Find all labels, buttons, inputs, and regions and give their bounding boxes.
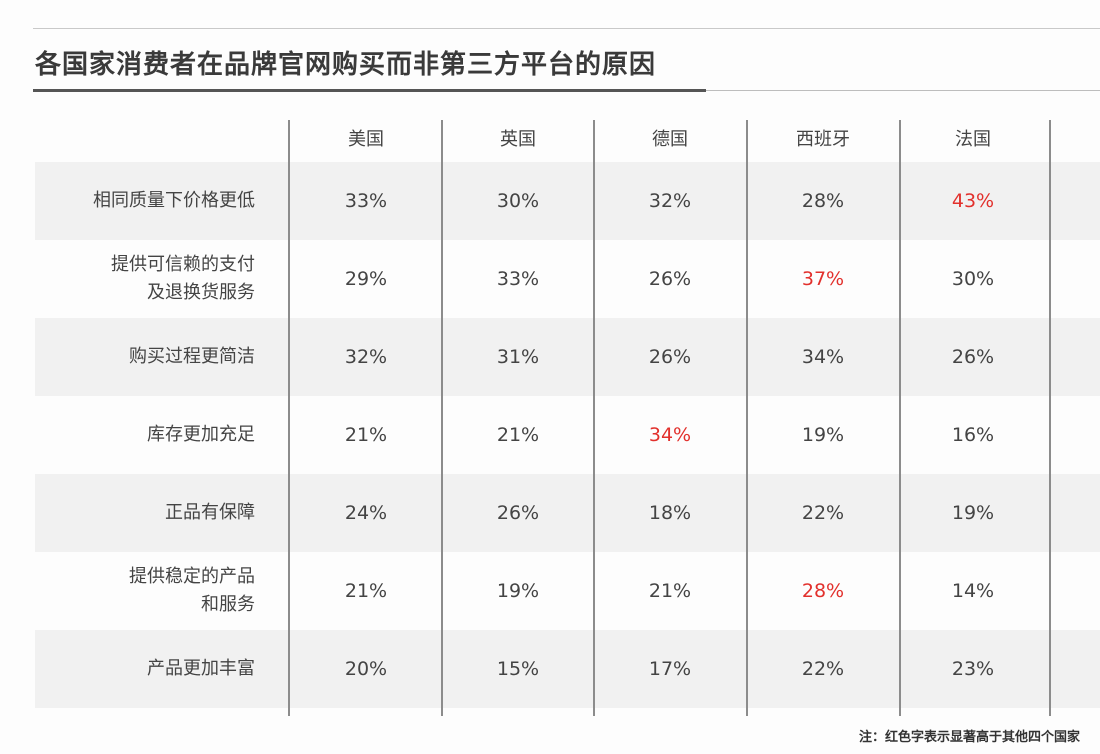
table-cell: 19% — [801, 424, 845, 446]
row-label-line: 提供稳定的产品 — [129, 566, 255, 587]
table-cell: 33% — [496, 268, 540, 290]
column-divider — [441, 120, 443, 716]
column-divider — [899, 120, 901, 716]
table-cell-highlight: 34% — [648, 424, 692, 446]
table-cell: 18% — [648, 502, 692, 524]
row-label: 产品更加丰富 — [40, 630, 255, 708]
row-label-line: 库存更加充足 — [147, 424, 255, 445]
title-underline — [33, 89, 706, 92]
table-cell: 26% — [648, 346, 692, 368]
table-cell: 21% — [496, 424, 540, 446]
row-label-line: 相同质量下价格更低 — [93, 190, 255, 211]
table-cell: 32% — [648, 190, 692, 212]
table-cell: 26% — [648, 268, 692, 290]
row-band — [35, 630, 1100, 708]
row-label: 购买过程更简洁 — [40, 318, 255, 396]
column-divider — [746, 120, 748, 716]
row-label-line: 提供可信赖的支付 — [111, 254, 255, 275]
row-label: 库存更加充足 — [40, 396, 255, 474]
table-cell: 22% — [801, 502, 845, 524]
row-label-line: 购买过程更简洁 — [129, 346, 255, 367]
table-cell: 17% — [648, 658, 692, 680]
table-cell: 21% — [344, 424, 388, 446]
row-label: 提供可信赖的支付及退换货服务 — [40, 240, 255, 318]
row-label: 正品有保障 — [40, 474, 255, 552]
column-header: 西班牙 — [796, 129, 850, 150]
table-cell: 32% — [344, 346, 388, 368]
row-band — [35, 162, 1100, 240]
column-header: 德国 — [652, 129, 688, 150]
table-cell: 14% — [951, 580, 995, 602]
table-cell: 29% — [344, 268, 388, 290]
table-cell: 30% — [951, 268, 995, 290]
title-underline-thin — [706, 90, 1100, 91]
column-header: 法国 — [955, 129, 991, 150]
table-cell: 16% — [951, 424, 995, 446]
table-cell: 31% — [496, 346, 540, 368]
table-cell: 26% — [951, 346, 995, 368]
table-cell-highlight: 37% — [801, 268, 845, 290]
footnote: 注：红色字表示显著高于其他四个国家 — [858, 730, 1080, 745]
table-cell: 19% — [951, 502, 995, 524]
column-header: 英国 — [500, 129, 536, 150]
table-cell: 20% — [344, 658, 388, 680]
column-header: 美国 — [348, 129, 384, 150]
table-cell: 15% — [496, 658, 540, 680]
table-cell: 19% — [496, 580, 540, 602]
table-cell: 24% — [344, 502, 388, 524]
row-label-line: 正品有保障 — [165, 502, 255, 523]
table-cell: 21% — [344, 580, 388, 602]
table-cell: 26% — [496, 502, 540, 524]
row-label-line: 产品更加丰富 — [147, 658, 255, 679]
table-cell: 30% — [496, 190, 540, 212]
table-cell: 23% — [951, 658, 995, 680]
table-cell-highlight: 43% — [951, 190, 995, 212]
column-divider — [1049, 120, 1051, 716]
table-cell: 33% — [344, 190, 388, 212]
table-cell: 22% — [801, 658, 845, 680]
column-divider — [288, 120, 290, 716]
table-cell: 21% — [648, 580, 692, 602]
table-cell-highlight: 28% — [801, 580, 845, 602]
row-band — [35, 318, 1100, 396]
row-label: 相同质量下价格更低 — [40, 162, 255, 240]
page-title: 各国家消费者在品牌官网购买而非第三方平台的原因 — [35, 50, 657, 80]
table-cell: 34% — [801, 346, 845, 368]
column-divider — [593, 120, 595, 716]
top-divider — [33, 28, 1100, 29]
row-label-line: 及退换货服务 — [147, 282, 255, 303]
table-cell: 28% — [801, 190, 845, 212]
row-label-line: 和服务 — [201, 594, 255, 615]
row-band — [35, 474, 1100, 552]
row-label: 提供稳定的产品和服务 — [40, 552, 255, 630]
